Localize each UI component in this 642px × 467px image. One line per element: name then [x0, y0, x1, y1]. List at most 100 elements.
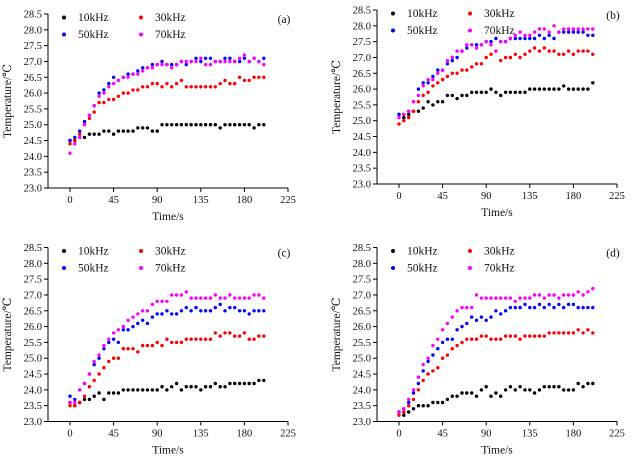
- data-point: [78, 388, 82, 392]
- panel-letter: (a): [278, 14, 291, 26]
- legend-item-70khz: 70kHz: [468, 263, 515, 275]
- data-point: [68, 142, 72, 146]
- legend-marker-icon: [62, 249, 66, 253]
- data-point: [155, 62, 159, 67]
- y-axis-label: Temperature/℃: [2, 297, 14, 371]
- y-tick-label: 24.0: [24, 385, 42, 396]
- legend-item-50khz: 50kHz: [391, 263, 438, 275]
- data-point: [73, 138, 77, 143]
- y-axis-label: Temperature/℃: [331, 297, 343, 371]
- legend-item-10khz: 10kHz: [391, 246, 438, 258]
- data-point: [532, 30, 537, 34]
- data-point: [416, 100, 421, 104]
- data-point: [126, 347, 130, 351]
- data-point: [407, 109, 411, 113]
- legend-item-10khz: 10kHz: [62, 246, 109, 258]
- data-point: [542, 385, 546, 389]
- data-point: [233, 381, 237, 386]
- legend-item-50khz: 50kHz: [62, 263, 109, 275]
- data-point: [170, 123, 174, 127]
- data-point: [213, 123, 217, 127]
- data-point: [141, 309, 145, 313]
- data-point: [242, 53, 247, 57]
- data-point: [107, 340, 111, 345]
- data-point: [136, 388, 140, 392]
- data-point: [402, 413, 406, 417]
- data-point: [460, 305, 464, 310]
- data-point: [189, 123, 193, 127]
- data-point: [223, 331, 227, 335]
- x-tick-label: 90: [481, 429, 492, 440]
- y-tick-label: 27.0: [24, 290, 42, 301]
- data-point: [445, 337, 450, 341]
- data-point: [247, 381, 251, 386]
- data-point: [82, 394, 87, 398]
- data-point: [150, 315, 155, 319]
- data-point: [547, 49, 551, 53]
- data-point: [537, 334, 542, 338]
- data-point: [213, 85, 217, 89]
- data-point: [189, 337, 193, 341]
- data-point: [470, 65, 474, 69]
- data-point: [131, 324, 135, 329]
- data-point: [160, 299, 164, 303]
- data-point: [126, 328, 130, 332]
- data-point: [407, 400, 411, 405]
- data-point: [537, 49, 542, 53]
- data-point: [141, 388, 145, 392]
- data-point: [116, 94, 121, 99]
- data-point: [184, 62, 188, 67]
- data-point: [465, 305, 469, 310]
- data-point: [528, 334, 532, 338]
- data-point: [445, 62, 450, 66]
- legend-marker-icon: [62, 15, 66, 20]
- data-point: [136, 350, 140, 354]
- data-point: [566, 30, 571, 34]
- x-tick-label: 45: [437, 191, 448, 202]
- data-point: [474, 90, 479, 95]
- data-point: [513, 334, 517, 338]
- legend-item-30khz: 30kHz: [139, 246, 186, 258]
- legend-label: 50kHz: [78, 29, 109, 41]
- data-point: [174, 62, 179, 67]
- data-point: [78, 400, 82, 405]
- data-point: [407, 115, 411, 120]
- data-point: [257, 309, 261, 313]
- x-tick-label: 225: [280, 429, 296, 440]
- data-point: [170, 66, 174, 70]
- data-point: [557, 52, 561, 56]
- data-point: [440, 400, 445, 405]
- data-point: [233, 123, 237, 127]
- legend-label: 70kHz: [155, 263, 186, 275]
- data-point: [179, 340, 184, 345]
- series-50khz: [68, 56, 266, 143]
- x-tick-label: 90: [152, 429, 163, 440]
- data-point: [179, 59, 184, 64]
- data-point: [237, 123, 242, 127]
- data-point: [508, 90, 513, 95]
- data-point: [552, 305, 556, 310]
- data-point: [233, 59, 237, 64]
- data-point: [228, 123, 232, 127]
- data-point: [532, 36, 537, 41]
- data-point: [174, 312, 179, 316]
- data-point: [547, 385, 551, 389]
- data-point: [581, 331, 585, 335]
- data-point: [218, 296, 222, 300]
- x-tick-label: 0: [396, 191, 401, 202]
- data-point: [528, 87, 532, 91]
- data-point: [566, 331, 571, 335]
- plot-area: 23.0 23.5 24.0 24.5 25.0 25.5 26.0 26.5 27.0 27.5…: [331, 6, 625, 220]
- legend-marker-icon: [139, 32, 143, 37]
- data-point: [257, 59, 261, 64]
- data-point: [494, 309, 498, 313]
- data-point: [426, 77, 430, 82]
- data-point: [257, 378, 261, 383]
- data-point: [499, 93, 503, 98]
- data-point: [523, 302, 527, 307]
- data-point: [581, 49, 585, 53]
- data-point: [208, 56, 213, 60]
- legend-marker-icon: [62, 266, 66, 270]
- data-point: [552, 331, 556, 335]
- data-point: [542, 305, 546, 310]
